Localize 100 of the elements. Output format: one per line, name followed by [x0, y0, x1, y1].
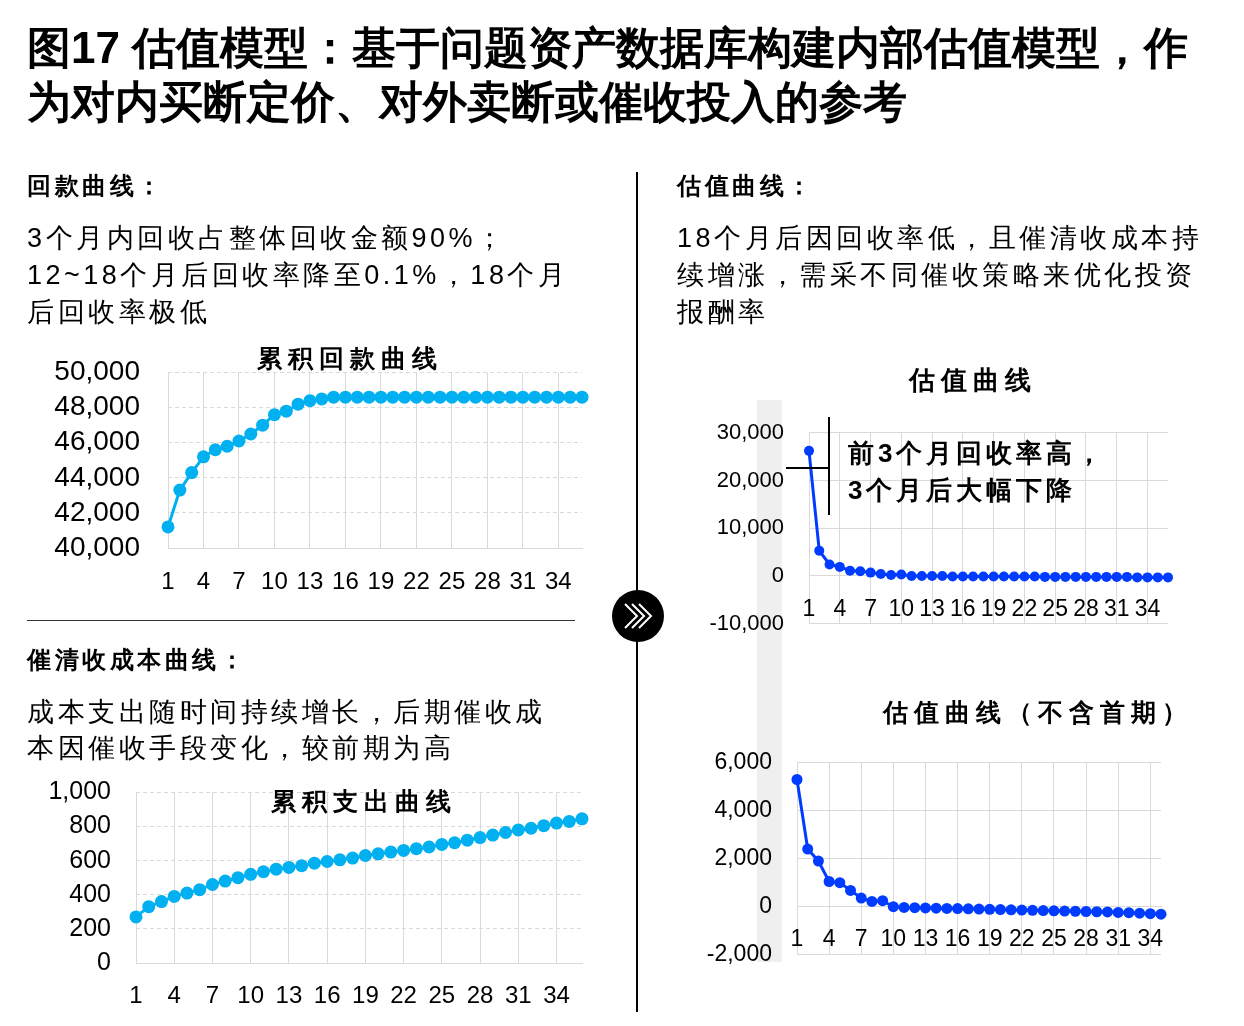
x-tick-label: 34: [543, 981, 570, 1009]
point: [511, 823, 525, 837]
point: [409, 390, 423, 404]
point: [575, 390, 589, 404]
point: [1142, 572, 1153, 583]
x-tick-label: 7: [854, 924, 868, 951]
point: [957, 571, 968, 582]
point: [1009, 571, 1020, 582]
point: [256, 418, 270, 432]
point: [445, 390, 459, 404]
point: [998, 571, 1009, 582]
x-tick-label: 34: [1137, 924, 1164, 951]
point: [898, 901, 910, 913]
text: 催清收成本曲线：: [27, 645, 248, 675]
point: [473, 831, 487, 845]
y-tick-label: 800: [69, 810, 111, 839]
point: [1091, 571, 1102, 582]
point: [845, 884, 857, 896]
point: [916, 570, 927, 581]
point: [563, 390, 577, 404]
point: [469, 390, 483, 404]
x-tick-label: 31: [504, 981, 532, 1009]
point: [1155, 908, 1167, 920]
point: [988, 571, 999, 582]
point: [167, 889, 181, 903]
point: [941, 902, 953, 914]
point: [173, 483, 187, 497]
point: [1080, 906, 1092, 917]
point: [834, 877, 846, 889]
point: [185, 466, 199, 480]
x-tick-label: 25: [1042, 595, 1068, 622]
point: [968, 571, 979, 582]
x-tick-label: 31: [1105, 924, 1131, 951]
x-tick-label: 22: [390, 981, 417, 1009]
point: [333, 853, 347, 867]
point: [205, 878, 219, 892]
point: [887, 901, 899, 913]
point: [244, 867, 258, 881]
x-tick-label: 34: [544, 567, 572, 595]
x-tick-label: 4: [167, 981, 181, 1009]
x-tick-label: 31: [1103, 595, 1130, 622]
y-tick-label: -10,000: [709, 609, 784, 635]
point: [845, 565, 856, 576]
point: [1016, 904, 1028, 916]
x-tick-label: 10: [237, 981, 265, 1009]
text: 图17 估值模型：基于问题资产数据库构建内部估值模型，作为对内买断定价、对外卖断或催收投入的参考: [27, 22, 1190, 128]
point: [973, 903, 985, 915]
point: [1132, 572, 1143, 583]
point: [834, 561, 845, 572]
point: [1005, 904, 1017, 916]
y-tick-label: 40,000: [54, 530, 140, 562]
point: [231, 871, 245, 885]
point: [994, 904, 1006, 916]
y-tick-label: 44,000: [54, 460, 140, 492]
point: [374, 390, 388, 404]
point: [267, 408, 281, 422]
point: [962, 903, 974, 915]
point: [371, 847, 385, 861]
text: 成本支出随时间持续增长，后期催收成本因催收手段变化，较前期为高: [27, 696, 547, 765]
point: [1121, 571, 1132, 582]
point: [180, 886, 194, 900]
y-tick-label: 0: [771, 562, 784, 588]
y-tick-label: 600: [69, 844, 111, 873]
x-tick-label: 22: [1011, 595, 1038, 622]
x-tick-label: 4: [833, 595, 847, 622]
point: [1101, 571, 1112, 582]
text: 12~18个月后回收率降至0.1%，18个月后回收率极低: [27, 259, 570, 329]
x-tick-label: 7: [864, 595, 877, 622]
point: [499, 825, 513, 839]
point: [802, 843, 814, 855]
x-tick-label: 1: [161, 567, 175, 595]
x-tick-label: 4: [196, 567, 211, 595]
x-tick-label: 22: [1009, 924, 1035, 951]
point: [397, 843, 411, 857]
x-tick-label: 13: [912, 924, 939, 951]
text: 估值曲线：: [677, 171, 816, 201]
x-tick-label: 13: [296, 567, 324, 595]
point: [562, 814, 576, 828]
x-tick-label: 7: [232, 567, 246, 595]
point: [1101, 906, 1113, 918]
point: [877, 895, 889, 907]
point: [196, 450, 210, 464]
y-tick-label: 46,000: [54, 425, 140, 457]
point: [537, 819, 551, 833]
point: [1111, 571, 1122, 582]
x-tick-label: 13: [275, 981, 303, 1009]
point: [804, 445, 814, 456]
x-tick-label: 10: [880, 924, 907, 951]
x-tick-label: 16: [332, 567, 359, 595]
point: [551, 390, 565, 404]
point: [486, 828, 500, 842]
point: [886, 570, 897, 580]
x-tick-label: 19: [976, 924, 1003, 951]
point: [218, 874, 232, 888]
x-tick-label: 7: [205, 981, 220, 1009]
point: [1029, 571, 1040, 582]
chart-title: 估值曲线（不含首期）: [881, 697, 1193, 727]
point: [232, 434, 246, 448]
point: [930, 902, 942, 914]
x-tick-label: 19: [352, 981, 379, 1009]
